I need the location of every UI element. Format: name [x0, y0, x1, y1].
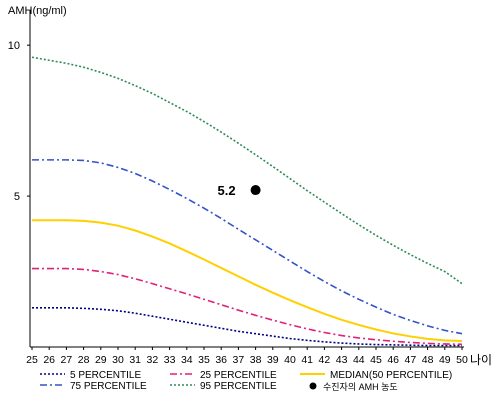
x-tick-label: 37	[233, 354, 245, 366]
series-line-5-percentile	[32, 306, 462, 347]
x-tick-label: 30	[112, 354, 124, 366]
x-tick-label: 41	[301, 354, 313, 366]
legend-label: MEDIAN(50 PERCENTILE)	[330, 370, 452, 381]
x-tick-label: 49	[439, 354, 451, 366]
x-tick-label: 31	[129, 354, 141, 366]
legend-marker-patient	[309, 382, 317, 390]
x-tick-label: 27	[61, 354, 73, 366]
patient-amh-value-label: 5.2	[218, 183, 236, 198]
x-tick-label: 25	[26, 354, 38, 366]
data-points: 5.2	[218, 183, 261, 198]
legend-label-patient: 수진자의 AMH 농도	[323, 382, 398, 392]
x-tick-label: 50	[456, 354, 468, 366]
x-tick-label: 40	[284, 354, 296, 366]
patient-amh-point	[250, 185, 261, 196]
series-line-75-percentile	[32, 159, 463, 335]
x-tick-label: 46	[387, 354, 399, 366]
x-tick-label: 28	[78, 354, 90, 366]
x-tick-label: 39	[267, 354, 279, 366]
x-tick-label: 36	[215, 354, 227, 366]
series-line-25-percentile	[32, 267, 463, 346]
y-axis-title: AMH(ng/ml)	[8, 5, 67, 17]
x-tick-label: 35	[198, 354, 210, 366]
y-tick-label: 5	[14, 191, 20, 203]
x-tick-label: 47	[405, 354, 417, 366]
x-tick-label: 45	[370, 354, 382, 366]
legend-label: 95 PERCENTILE	[200, 381, 277, 392]
x-tick-label: 43	[336, 354, 348, 366]
x-tick-label: 26	[43, 354, 55, 366]
x-axis-title: 나이	[470, 353, 492, 367]
series-line-95-percentile	[31, 56, 463, 285]
x-tick-label: 42	[319, 354, 331, 366]
y-tick-label: 10	[8, 40, 20, 52]
axes: AMH(ng/ml) 나이 5 10 25 26 27 28 29 30 31 32 33 34 35 36 3…	[8, 5, 492, 367]
x-tick-label: 32	[147, 354, 159, 366]
legend-label: 75 PERCENTILE	[70, 381, 147, 392]
x-tick-label: 48	[422, 354, 434, 366]
series-line-median-50-percentile	[32, 219, 463, 342]
x-tick-label: 34	[181, 354, 193, 366]
x-tick-label: 38	[250, 354, 262, 366]
x-tick-label: 44	[353, 354, 365, 366]
x-tick-label: 33	[164, 354, 176, 366]
legend-label: 5 PERCENTILE	[70, 370, 141, 381]
x-tick-label: 29	[95, 354, 107, 366]
series-lines	[31, 56, 463, 347]
legend: 5 PERCENTILE 25 PERCENTILE MEDIAN(50 PERCE…	[40, 370, 452, 392]
legend-label: 25 PERCENTILE	[200, 370, 277, 381]
